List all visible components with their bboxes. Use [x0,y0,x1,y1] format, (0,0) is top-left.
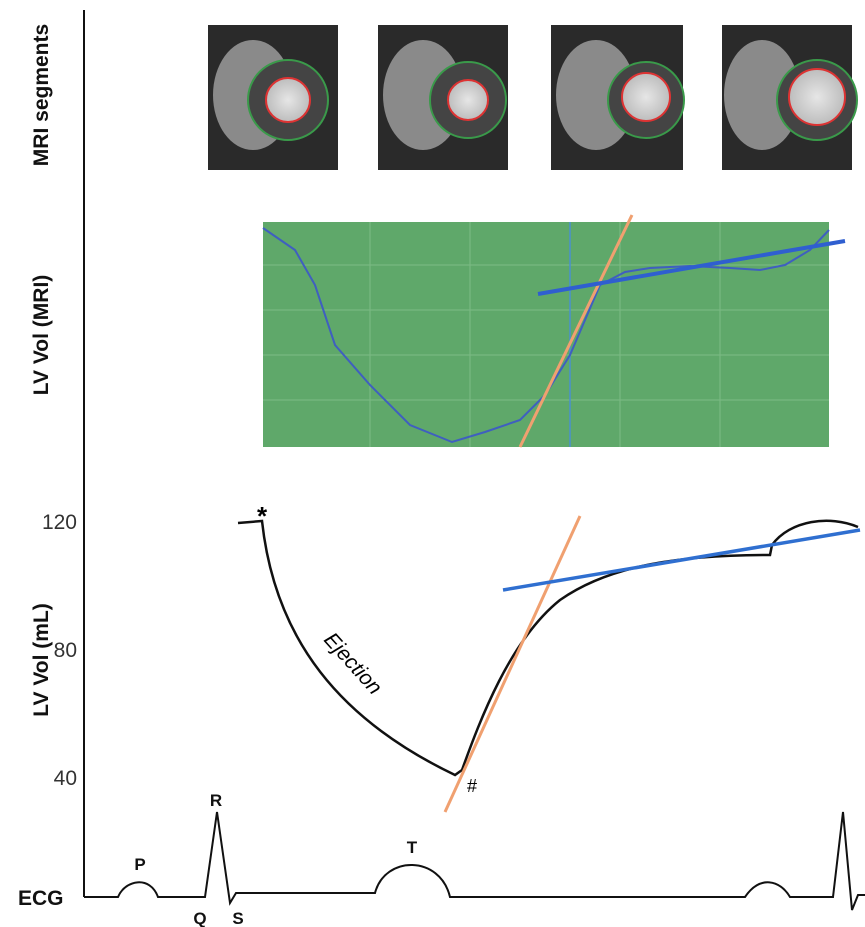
wave-label: T [407,838,418,857]
wave-label: Q [193,909,206,927]
marker-label: # [467,776,477,796]
mri-image [378,25,508,170]
mri-volume-panel [263,215,845,447]
row-label: LV Vol (MRI) [30,275,53,396]
volume-plot: * # Ejection [238,501,860,812]
figure: MRI segments LV Vol (MRI) LV Vol (mL) EC… [0,0,865,927]
fit-line [503,530,860,590]
fit-line [445,516,580,812]
mri-image [208,25,338,170]
marker-label: * [257,501,268,531]
annotation: Ejection [319,628,386,699]
tick-label: 40 [54,767,77,790]
row-label: ECG [18,887,64,910]
row-label: LV Vol (mL) [30,603,53,717]
row-label: MRI segments [30,24,53,166]
mri-images [208,25,857,170]
wave-label: R [210,791,222,810]
mri-image [551,25,684,170]
wave-label: P [134,855,145,874]
ecg-trace [84,812,865,910]
mri-image [722,25,857,170]
ecg: P Q R S T [84,791,865,927]
tick-label: 80 [54,639,77,662]
tick-label: 120 [42,511,77,534]
wave-label: S [232,909,243,927]
